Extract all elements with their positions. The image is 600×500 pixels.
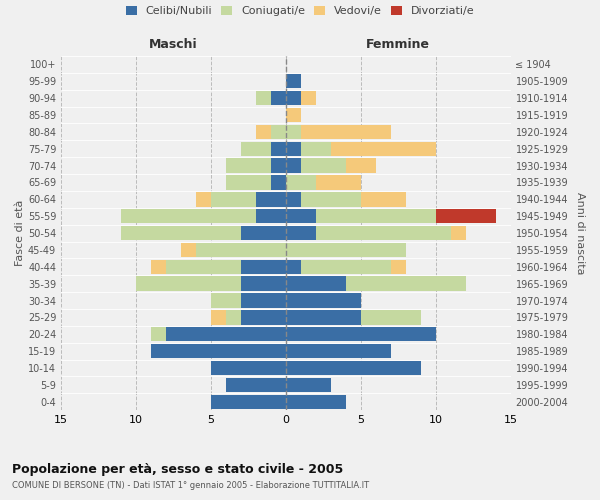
Bar <box>361 192 406 206</box>
Bar <box>271 158 286 173</box>
Y-axis label: Fasce di età: Fasce di età <box>15 200 25 266</box>
Bar <box>241 310 286 324</box>
Bar <box>271 176 286 190</box>
Bar <box>361 310 421 324</box>
Bar <box>301 260 391 274</box>
Bar <box>256 91 271 106</box>
Bar <box>286 361 421 375</box>
Bar <box>301 192 361 206</box>
Bar <box>211 192 256 206</box>
Bar <box>316 209 436 224</box>
Text: Maschi: Maschi <box>149 38 198 51</box>
Bar <box>286 327 436 342</box>
Bar <box>196 192 211 206</box>
Bar <box>286 74 301 88</box>
Bar <box>211 294 241 308</box>
Bar <box>226 378 286 392</box>
Bar <box>286 294 361 308</box>
Bar <box>436 209 496 224</box>
Bar <box>286 142 301 156</box>
Bar <box>346 276 466 291</box>
Bar <box>391 260 406 274</box>
Bar <box>451 226 466 240</box>
Bar <box>286 394 346 409</box>
Bar <box>256 192 286 206</box>
Bar <box>241 142 271 156</box>
Bar <box>301 142 331 156</box>
Bar <box>151 260 166 274</box>
Bar <box>286 310 361 324</box>
Text: COMUNE DI BERSONE (TN) - Dati ISTAT 1° gennaio 2005 - Elaborazione TUTTITALIA.IT: COMUNE DI BERSONE (TN) - Dati ISTAT 1° g… <box>12 481 369 490</box>
Bar <box>211 310 226 324</box>
Bar <box>241 276 286 291</box>
Text: Popolazione per età, sesso e stato civile - 2005: Popolazione per età, sesso e stato civil… <box>12 462 343 475</box>
Bar <box>301 124 391 139</box>
Bar <box>286 243 406 257</box>
Bar <box>286 158 301 173</box>
Bar <box>121 226 241 240</box>
Bar <box>226 158 271 173</box>
Bar <box>226 176 271 190</box>
Bar <box>166 327 286 342</box>
Bar <box>181 243 196 257</box>
Bar <box>151 327 166 342</box>
Bar <box>286 226 316 240</box>
Bar <box>331 142 436 156</box>
Bar <box>286 108 301 122</box>
Legend: Celibi/Nubili, Coniugati/e, Vedovi/e, Divorziati/e: Celibi/Nubili, Coniugati/e, Vedovi/e, Di… <box>125 6 475 16</box>
Bar <box>241 226 286 240</box>
Bar <box>301 91 316 106</box>
Bar <box>286 124 301 139</box>
Bar <box>166 260 241 274</box>
Bar <box>346 158 376 173</box>
Bar <box>271 91 286 106</box>
Bar <box>271 142 286 156</box>
Bar <box>286 192 301 206</box>
Bar <box>286 378 331 392</box>
Bar <box>136 276 241 291</box>
Bar <box>286 276 346 291</box>
Bar <box>241 260 286 274</box>
Bar <box>286 209 316 224</box>
Bar <box>301 158 346 173</box>
Bar <box>256 209 286 224</box>
Bar <box>211 361 286 375</box>
Bar <box>241 294 286 308</box>
Bar <box>256 124 271 139</box>
Bar <box>196 243 286 257</box>
Bar <box>286 176 316 190</box>
Bar <box>286 344 391 358</box>
Bar <box>286 91 301 106</box>
Text: Femmine: Femmine <box>366 38 430 51</box>
Y-axis label: Anni di nascita: Anni di nascita <box>575 192 585 274</box>
Bar <box>226 310 241 324</box>
Bar <box>316 226 451 240</box>
Bar <box>316 176 361 190</box>
Bar <box>286 260 301 274</box>
Bar <box>271 124 286 139</box>
Bar <box>211 394 286 409</box>
Bar <box>151 344 286 358</box>
Bar <box>121 209 256 224</box>
